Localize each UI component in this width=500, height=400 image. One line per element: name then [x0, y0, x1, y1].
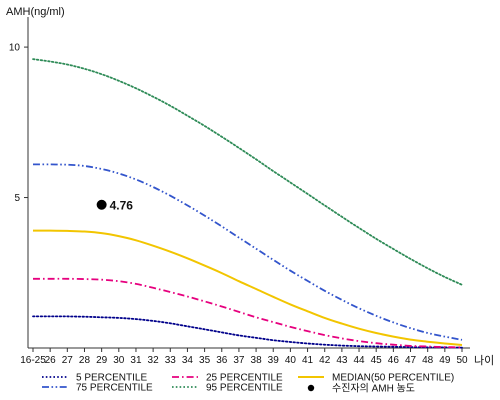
series-line-95-percentile	[32, 58, 463, 286]
x-tick-label: 48	[422, 355, 434, 366]
x-tick-label: 38	[251, 355, 263, 366]
legend-label-median-50-percentile: MEDIAN(50 PERCENTILE)	[332, 373, 454, 384]
x-tick-label: 47	[405, 355, 417, 366]
x-tick-label: 44	[353, 355, 365, 366]
legend-label-75-percentile: 75 PERCENTILE	[76, 383, 153, 394]
x-tick-label: 45	[371, 355, 383, 366]
x-tick-label: 26	[45, 355, 57, 366]
x-tick-label: 33	[165, 355, 177, 366]
x-tick-label: 50	[456, 355, 468, 366]
legend-label-25-percentile: 25 PERCENTILE	[206, 373, 283, 384]
x-tick-label: 34	[182, 355, 194, 366]
y-tick-label: 5	[14, 193, 20, 204]
x-tick-label: 39	[268, 355, 280, 366]
x-tick-label: 32	[148, 355, 160, 366]
x-tick-label: 35	[199, 355, 211, 366]
legend-label-patient-point: 수진자의 AMH 농도	[332, 383, 415, 395]
x-tick-label: 30	[113, 355, 125, 366]
y-axis-label: AMH(ng/ml)	[6, 6, 65, 18]
legend-swatch-patient-point	[307, 384, 315, 392]
x-tick-label: 42	[319, 355, 331, 366]
series-line-25-percentile	[33, 277, 463, 349]
x-tick-label: 37	[233, 355, 245, 366]
x-axis-label: 나이	[474, 354, 494, 367]
patient-amh-value-label: 4.76	[110, 198, 134, 212]
x-tick-label: 43	[336, 355, 348, 366]
x-tick-label: 27	[62, 355, 74, 366]
y-ticks: 5 10	[9, 43, 28, 204]
x-tick-label: 31	[130, 355, 142, 366]
patient-point-group: 4.76	[96, 198, 134, 212]
series-line-median-50-percentile	[32, 229, 463, 346]
x-tick-label: 46	[388, 355, 400, 366]
x-tick-label: 49	[439, 355, 451, 366]
x-tick-label: 28	[79, 355, 91, 366]
legend-label-95-percentile: 95 PERCENTILE	[206, 383, 283, 394]
patient-amh-point	[96, 199, 107, 210]
legend-label-5-percentile: 5 PERCENTILE	[76, 373, 147, 384]
series-lines	[32, 58, 463, 349]
y-tick-label: 10	[9, 43, 21, 54]
x-tick-label: 40	[285, 355, 297, 366]
series-line-75-percentile	[32, 163, 463, 341]
series-line-5-percentile	[32, 315, 463, 349]
legend: 5 PERCENTILE 25 PERCENTILE MEDIAN(50 PERCE…	[42, 373, 454, 395]
x-tick-label: 41	[302, 355, 314, 366]
x-tick-label: 16-25	[20, 355, 46, 366]
x-tick-label: 36	[216, 355, 228, 366]
x-tick-label: 29	[96, 355, 108, 366]
